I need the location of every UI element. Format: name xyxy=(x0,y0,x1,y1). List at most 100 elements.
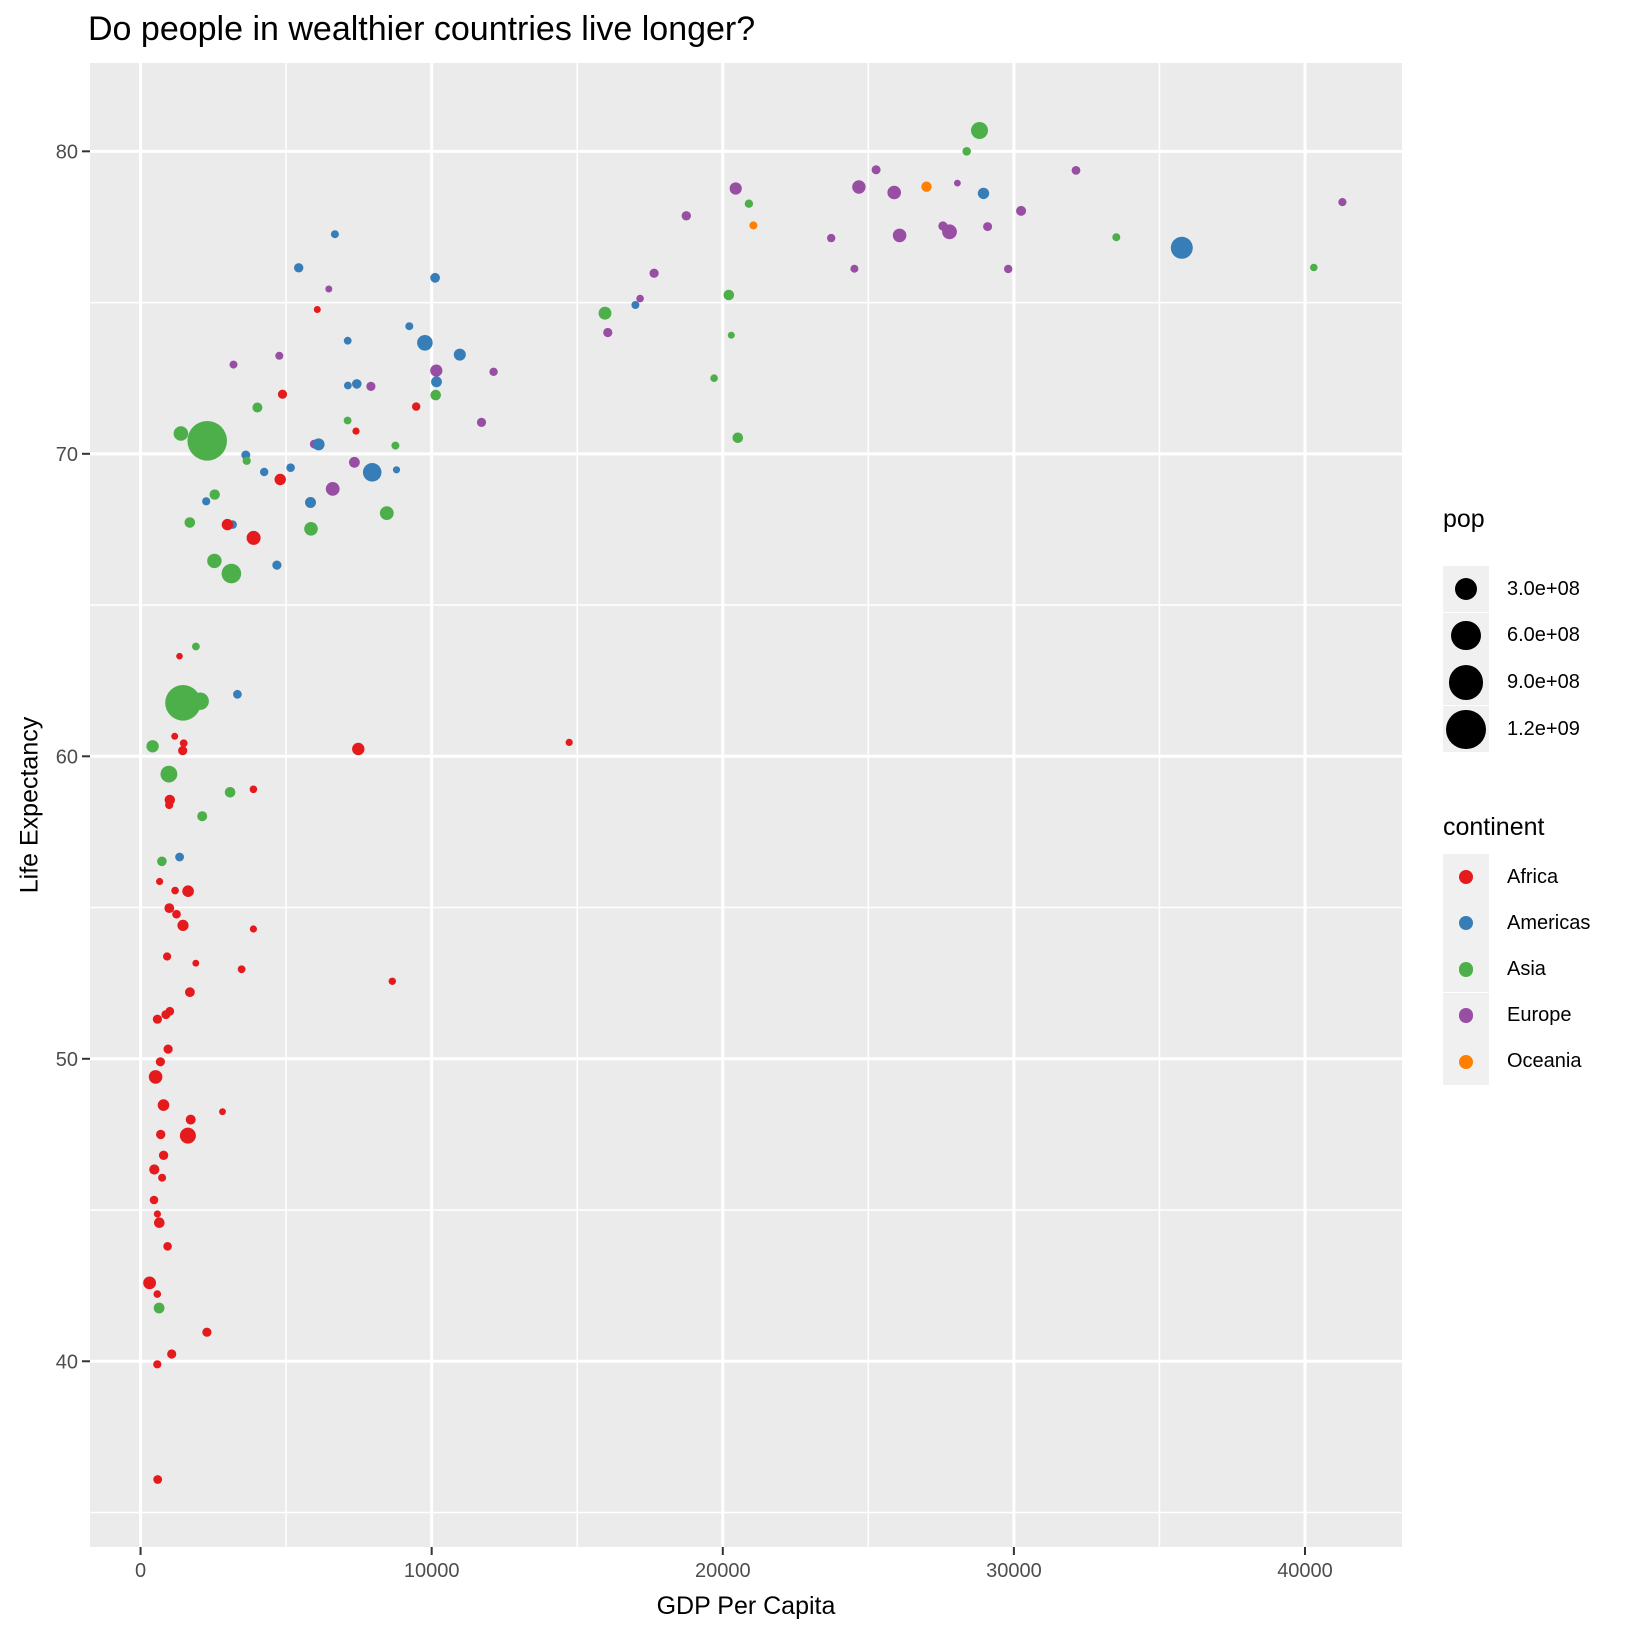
data-point xyxy=(182,885,194,897)
data-point xyxy=(827,233,836,243)
data-point xyxy=(149,1164,160,1175)
data-point xyxy=(1338,198,1347,207)
data-point xyxy=(249,785,258,794)
data-point xyxy=(962,147,971,156)
data-point xyxy=(184,517,196,528)
data-point xyxy=(153,1210,161,1218)
continent-legend-entry: Africa xyxy=(1443,854,1558,900)
data-point xyxy=(202,1327,212,1337)
data-point xyxy=(362,463,382,482)
data-point xyxy=(304,522,318,536)
size-legend-dot xyxy=(1451,620,1481,651)
data-point xyxy=(221,518,234,531)
data-point xyxy=(744,199,754,208)
data-point xyxy=(185,1114,196,1125)
y-tick-label: 40 xyxy=(56,1351,78,1373)
size-legend-entry: 6.0e+08 xyxy=(1443,612,1580,659)
y-tick-label: 80 xyxy=(56,141,78,163)
data-point xyxy=(187,421,227,461)
data-point xyxy=(352,379,362,389)
data-point xyxy=(352,427,360,435)
data-point xyxy=(221,563,242,584)
continent-legend-dot xyxy=(1458,869,1474,885)
data-point xyxy=(649,268,659,278)
data-point xyxy=(1310,263,1318,272)
data-point xyxy=(153,1360,162,1369)
data-point xyxy=(286,463,295,473)
data-point xyxy=(1071,166,1081,175)
plot-panel xyxy=(90,63,1402,1547)
data-point xyxy=(1170,236,1193,259)
data-point xyxy=(177,919,189,932)
data-point xyxy=(598,306,612,320)
size-legend-label: 3.0e+08 xyxy=(1507,577,1580,600)
data-point xyxy=(179,1127,196,1144)
data-point xyxy=(178,746,188,756)
continent-legend-entry: Oceania xyxy=(1443,1038,1582,1085)
points-layer xyxy=(143,122,1347,1484)
data-point xyxy=(453,348,466,361)
data-point xyxy=(412,402,421,411)
data-point xyxy=(153,1290,162,1298)
data-point xyxy=(175,852,185,862)
x-tick-label: 30000 xyxy=(986,1560,1042,1582)
size-legend-key xyxy=(1443,706,1489,753)
data-point xyxy=(405,322,414,331)
continent-legend-entry: Americas xyxy=(1443,900,1590,947)
data-point xyxy=(983,222,993,232)
data-point xyxy=(156,877,164,886)
data-point xyxy=(164,903,175,913)
data-point xyxy=(165,800,174,810)
data-point xyxy=(476,417,487,427)
data-point xyxy=(161,1010,171,1020)
plot-title: Do people in wealthier countries live lo… xyxy=(88,10,756,48)
continent-legend-label: Oceania xyxy=(1507,1050,1582,1073)
data-point xyxy=(727,331,735,339)
data-point xyxy=(852,180,866,194)
data-point xyxy=(164,768,176,779)
data-point xyxy=(388,977,396,985)
continent-legend-entry: Europe xyxy=(1443,992,1572,1039)
data-point xyxy=(173,426,189,441)
data-point xyxy=(1004,264,1013,274)
data-point xyxy=(191,692,209,710)
x-tick-label: 40000 xyxy=(1277,1560,1333,1582)
data-point xyxy=(172,909,181,919)
data-point xyxy=(430,272,440,283)
data-point xyxy=(312,438,325,451)
data-point xyxy=(158,1150,169,1161)
data-point xyxy=(391,441,400,450)
data-point xyxy=(224,787,236,798)
size-legend-dot xyxy=(1446,709,1486,749)
data-point xyxy=(143,1276,157,1290)
continent-legend-key xyxy=(1443,854,1489,900)
data-point xyxy=(325,285,333,293)
data-point xyxy=(1112,233,1121,242)
data-point xyxy=(149,1195,159,1205)
size-legend-entry: 9.0e+08 xyxy=(1443,659,1580,706)
data-point xyxy=(294,263,304,273)
data-point xyxy=(1016,205,1027,216)
data-point xyxy=(242,456,251,465)
data-point xyxy=(921,181,932,192)
x-tick-label: 0 xyxy=(135,1560,146,1582)
x-tick-label: 20000 xyxy=(695,1560,751,1582)
data-point xyxy=(729,182,742,195)
data-point xyxy=(252,402,263,413)
data-point xyxy=(749,221,758,230)
data-point xyxy=(330,230,339,239)
continent-legend-key xyxy=(1443,1038,1489,1085)
data-point xyxy=(732,432,744,444)
data-point xyxy=(954,179,961,187)
x-tick-label: 10000 xyxy=(404,1560,460,1582)
data-point xyxy=(344,381,352,390)
size-legend-dot xyxy=(1448,665,1484,700)
data-point xyxy=(165,685,201,721)
data-point xyxy=(892,228,907,243)
data-point xyxy=(260,467,269,477)
data-point xyxy=(352,742,365,756)
continent-legend-dot xyxy=(1458,962,1474,977)
data-point xyxy=(192,959,200,967)
size-legend-entry: 1.2e+09 xyxy=(1443,706,1580,753)
